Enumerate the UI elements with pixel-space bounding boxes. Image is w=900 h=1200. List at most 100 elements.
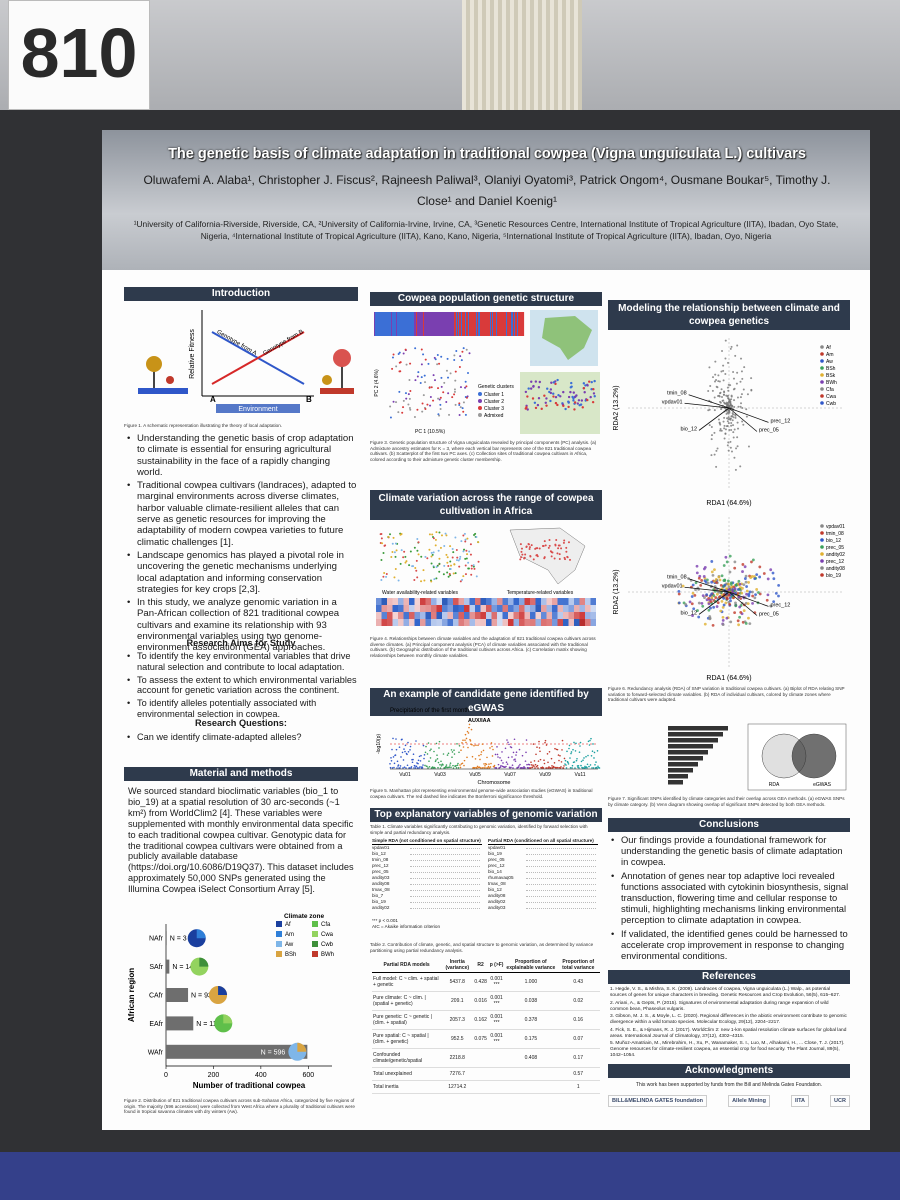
snp-point	[436, 758, 439, 760]
arrow	[684, 586, 730, 593]
rda-point	[713, 568, 716, 572]
table-row: prec_05	[488, 857, 598, 863]
rda-point	[728, 570, 732, 574]
rda-point	[725, 596, 729, 600]
rda-point	[708, 408, 711, 411]
admixture-bar	[406, 312, 408, 336]
site-point	[549, 391, 553, 395]
rda-point	[720, 408, 723, 411]
site-point	[569, 386, 573, 389]
pca-point	[452, 572, 455, 575]
pc-point	[421, 402, 424, 405]
admixture-bar	[374, 312, 376, 336]
site-point	[593, 395, 596, 398]
admixture-bar	[463, 312, 465, 336]
rda-point	[732, 377, 735, 380]
rda-point	[727, 383, 730, 386]
rda-point	[708, 594, 712, 598]
arrow-label: tmin_08	[667, 391, 687, 397]
pca-point	[380, 537, 383, 540]
rda-point	[738, 582, 742, 586]
table-cell: bio_19	[372, 899, 386, 904]
pca-point	[416, 549, 419, 552]
site-point	[524, 553, 527, 556]
pc-point	[426, 403, 429, 406]
legend-swatch	[820, 524, 824, 528]
rda-point	[723, 437, 726, 440]
admixture-bar	[413, 312, 415, 336]
site-point	[556, 552, 559, 555]
category-bar	[668, 780, 683, 785]
pca-point	[468, 550, 471, 553]
pca-point	[466, 553, 469, 556]
site-point	[552, 381, 556, 384]
category-bar	[668, 756, 703, 761]
legend-swatch	[820, 373, 824, 377]
pc-point	[462, 347, 465, 350]
admixture-bar	[450, 312, 452, 336]
rda-point	[700, 601, 704, 605]
admixture-bar	[497, 312, 499, 336]
rda-point	[747, 616, 750, 620]
rda-point	[777, 583, 781, 587]
category-bar	[668, 768, 693, 773]
site-point	[562, 404, 565, 408]
snp-point	[434, 767, 436, 769]
site-point	[562, 390, 565, 394]
admixture-bar	[460, 312, 462, 336]
heat-cell	[387, 605, 393, 612]
site-point	[583, 391, 586, 394]
snp-point	[561, 749, 563, 751]
pca-point	[446, 556, 449, 559]
table-cell: 952.5	[441, 1029, 474, 1049]
snp-point	[587, 740, 590, 743]
site-point	[524, 390, 528, 394]
snp-point	[593, 757, 595, 759]
heat-cell	[574, 605, 580, 612]
snp-point	[403, 766, 406, 768]
subheading: Research Questions:	[195, 718, 287, 728]
category-bar	[668, 726, 728, 731]
rda-point	[712, 594, 716, 597]
snp-point	[510, 746, 513, 749]
heat-cell	[491, 619, 497, 626]
rda-point	[731, 412, 734, 415]
snp-point	[575, 759, 578, 762]
snp-point	[483, 767, 486, 769]
pca-point	[392, 536, 395, 539]
admixture-bar	[384, 312, 386, 336]
snp-point	[404, 744, 407, 747]
rda-point	[712, 605, 716, 609]
admixture-bar	[417, 312, 419, 336]
admixture-bar	[455, 312, 457, 336]
legend-swatch	[312, 941, 318, 947]
admixture-bar	[498, 312, 500, 336]
heat-cell	[392, 598, 398, 605]
pca-point	[447, 575, 450, 578]
table-rule	[410, 869, 480, 873]
admixture-bar	[382, 312, 384, 336]
site-point	[567, 400, 570, 403]
admixture-bar	[401, 312, 403, 336]
rda-point	[721, 619, 725, 622]
pca-point	[415, 559, 418, 562]
venn-label: eGWAS	[813, 782, 832, 788]
site-point	[544, 401, 547, 404]
value-label: N = 596	[261, 1049, 286, 1056]
reference: 2. Ariani, A., & Gepts, P. (2015). Signa…	[610, 1000, 829, 1012]
rda-point	[733, 566, 737, 570]
y-tick-label: EAfr	[149, 1021, 163, 1028]
site-point	[555, 539, 558, 542]
table-subtitle: Simple RDA (not conditioned on spatial s…	[372, 838, 482, 845]
admixture-bar	[483, 312, 485, 336]
rda-point	[728, 602, 732, 606]
rda-point	[710, 438, 713, 441]
rda-point	[732, 431, 735, 434]
rda-point	[729, 440, 732, 443]
snp-point	[468, 723, 471, 726]
site-point	[538, 547, 541, 550]
rda-point	[695, 571, 699, 575]
reference: 5. Muñoz-Amatriain, M., Mirebrahim, H., …	[610, 1041, 845, 1058]
heat-cell	[557, 598, 563, 605]
admixture-bar	[512, 312, 514, 336]
